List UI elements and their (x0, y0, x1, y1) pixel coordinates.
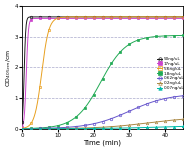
X-axis label: Time (min): Time (min) (83, 139, 121, 146)
Legend: 50ng/uL, 17ng/uL, 5.6ng/uL, 1.8ng/uL, 0.62ng/uL, 0.2ng/uL, 0.07ng/uL: 50ng/uL, 17ng/uL, 5.6ng/uL, 1.8ng/uL, 0.… (157, 57, 184, 90)
Y-axis label: OD$_{405nm}$/cm: OD$_{405nm}$/cm (4, 48, 13, 87)
